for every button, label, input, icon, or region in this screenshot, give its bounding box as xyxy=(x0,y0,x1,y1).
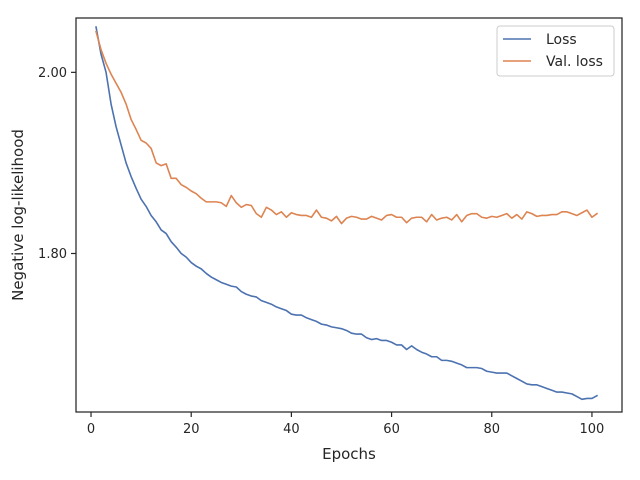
x-tick-label: 0 xyxy=(87,422,95,437)
legend-label-loss: Loss xyxy=(546,32,577,48)
x-tick-label: 20 xyxy=(183,422,200,437)
y-axis-label: Negative log-likelihood xyxy=(9,129,27,301)
x-axis-label: Epochs xyxy=(322,445,376,463)
y-tick-label: 1.80 xyxy=(38,247,67,262)
legend-label-val-loss: Val. loss xyxy=(546,54,603,70)
x-axis: 0 20 40 60 80 100 xyxy=(87,412,604,437)
x-tick-label: 60 xyxy=(383,422,400,437)
plot-lines xyxy=(95,26,599,401)
series-line-loss xyxy=(95,26,599,401)
x-tick-label: 80 xyxy=(483,422,500,437)
x-tick-label: 40 xyxy=(283,422,300,437)
legend: Loss Val. loss xyxy=(496,25,615,77)
x-tick-label: 100 xyxy=(580,422,605,437)
y-axis: 1.80 2.00 xyxy=(38,66,76,262)
plot-frame xyxy=(75,17,623,413)
y-tick-label: 2.00 xyxy=(38,66,67,81)
series-line-val-loss xyxy=(95,30,599,225)
